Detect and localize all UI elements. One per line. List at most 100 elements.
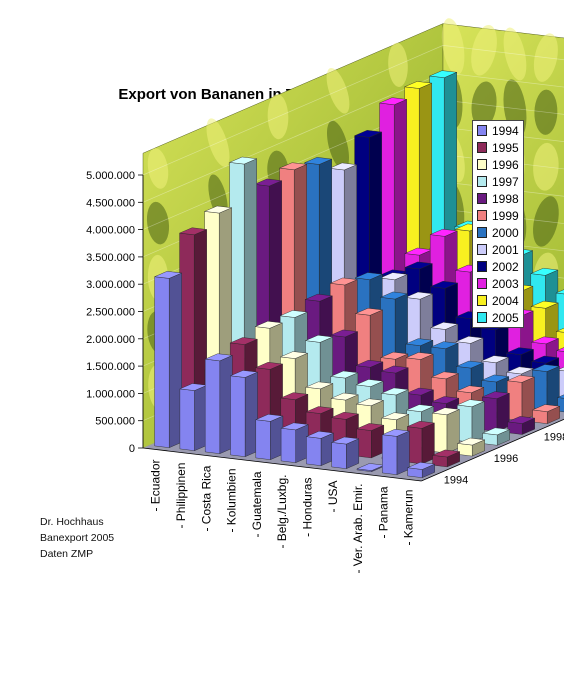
bar-1994-3: [229, 370, 259, 458]
bar-top: [403, 81, 433, 89]
bar-top: [330, 436, 360, 445]
bar-top: [355, 359, 384, 368]
bar-top: [530, 300, 559, 309]
banana-shape: [147, 148, 169, 189]
y-tick-label: 5.000.000: [86, 170, 135, 182]
banana-shape: [206, 118, 230, 167]
bar-top: [228, 156, 258, 165]
bar-top: [380, 387, 410, 396]
bar-1994-10: [406, 462, 436, 479]
legend-label: 1999: [492, 208, 519, 223]
bar-top: [406, 462, 436, 470]
bar-top: [153, 271, 183, 279]
bar-top: [430, 371, 460, 380]
bar-top: [428, 70, 458, 78]
x-tick-label: - Ver. Arab. Emir.: [351, 484, 365, 574]
bar-1994-2: [204, 353, 234, 455]
bar-top: [380, 412, 410, 421]
legend-item: 1998: [473, 190, 523, 207]
bar-1994-6: [305, 430, 335, 467]
banana-shape: [267, 94, 289, 140]
bar-1994-0: [153, 271, 183, 449]
legend-item: 2004: [473, 292, 523, 309]
y-tick-label: 500.000: [95, 416, 135, 428]
y-tick-label: 2.500.000: [86, 307, 135, 319]
bar-top: [530, 336, 560, 345]
legend-swatch: [477, 312, 487, 323]
legend-item: 1995: [473, 139, 523, 156]
bar-top: [278, 162, 308, 171]
bar-top: [431, 407, 461, 416]
bar-top: [203, 205, 233, 214]
bar-top: [380, 351, 409, 360]
bar-top: [430, 341, 459, 349]
bar-top: [505, 366, 535, 375]
x-tick-label: - Costa Rica: [199, 465, 213, 531]
bar-top: [531, 404, 561, 412]
legend-swatch: [477, 125, 487, 136]
bar-top: [229, 370, 259, 378]
bar-top: [378, 97, 408, 106]
x-tick-label: - Kamerun: [402, 490, 416, 546]
bar-1999-10: [531, 404, 561, 425]
bar-top: [506, 416, 536, 424]
x-tick-label: - Honduras: [300, 478, 314, 537]
legend-label: 2002: [492, 259, 519, 274]
credit-data: Daten ZMP: [40, 548, 94, 560]
bar-top: [355, 423, 385, 431]
bar-top: [505, 347, 535, 355]
legend-item: 2000: [473, 224, 523, 241]
bar-top: [305, 430, 335, 439]
x-tick-label: - Belg./Luxbg.: [275, 475, 289, 549]
credit-author: Dr. Hochhaus: [40, 516, 104, 528]
x-tick-label: - Ecuador: [149, 460, 163, 512]
bar-front: [154, 276, 170, 448]
legend-item: 2001: [473, 241, 523, 258]
legend-label: 2001: [492, 242, 519, 257]
bar-1995-9: [406, 420, 436, 465]
bar-top: [556, 394, 564, 399]
bar-top: [354, 307, 384, 316]
bar-front: [255, 419, 271, 460]
banana-shape: [534, 89, 558, 135]
bar-top: [456, 437, 486, 446]
x-tick-label: - Philippinen: [174, 463, 188, 529]
y-tick-label: 3.000.000: [86, 279, 135, 291]
bar-top: [304, 293, 334, 302]
bar-1996-9: [431, 407, 461, 454]
chart-bars: [153, 70, 564, 479]
bar-top: [530, 267, 559, 276]
bar-top: [353, 130, 383, 138]
bar-top: [530, 355, 560, 364]
legend-item: 1996: [473, 156, 523, 173]
bar-top: [455, 385, 485, 394]
bar-1994-5: [280, 422, 309, 464]
bar-top: [431, 449, 461, 458]
bar-top: [404, 261, 434, 270]
gridline: [142, 45, 564, 176]
y-tick-label: 2.000.000: [86, 334, 135, 346]
y-tick-label: 0: [129, 443, 135, 455]
bar-top: [255, 414, 284, 422]
bar-front: [179, 388, 195, 451]
legend-label: 1998: [492, 191, 519, 206]
bar-top: [329, 329, 359, 338]
bar-1994-4: [255, 414, 284, 461]
legend-swatch: [477, 159, 487, 170]
credits: Dr. Hochhaus Banexport 2005 Daten ZMP: [40, 514, 114, 562]
bar-top: [405, 387, 435, 396]
bar-top: [455, 336, 484, 344]
bar-1998-10: [506, 416, 536, 435]
bar-1994-7: [330, 436, 360, 470]
bar-top: [555, 347, 564, 352]
banana-shape: [471, 25, 497, 76]
bar-top: [379, 272, 409, 281]
legend-swatch: [477, 193, 487, 204]
bar-top: [555, 289, 564, 295]
legend-label: 2003: [492, 276, 519, 291]
bar-1995-10: [431, 449, 461, 468]
bar-top: [279, 351, 309, 359]
bar-top: [354, 272, 384, 280]
legend-item: 1997: [473, 173, 523, 190]
legend-item: 1994: [473, 122, 523, 139]
